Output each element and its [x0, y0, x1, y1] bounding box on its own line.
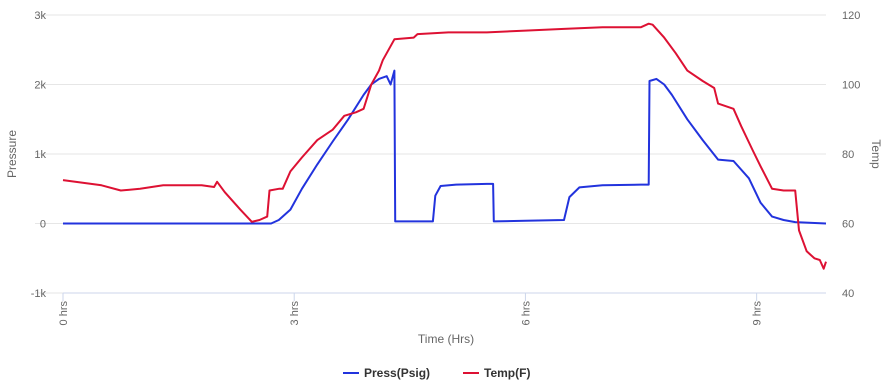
legend-item[interactable]: Temp(F) — [463, 366, 530, 380]
y-right-tick-label: 40 — [842, 288, 854, 300]
legend-item[interactable]: Press(Psig) — [343, 366, 430, 380]
series-layer — [62, 22, 827, 270]
series-line — [62, 22, 827, 270]
series-line — [63, 69, 827, 225]
x-axis-title: Time (Hrs) — [418, 332, 474, 346]
x-tick-label: 0 hrs — [58, 301, 70, 326]
y-left-tick-label: -1k — [31, 288, 47, 300]
legend-label: Press(Psig) — [364, 366, 430, 380]
grid-layer — [35, 14, 826, 294]
label-layer: Pressure Temp Time (Hrs) — [5, 130, 882, 346]
y-right-tick-label: 60 — [842, 219, 854, 231]
y-right-tick-label: 120 — [842, 10, 860, 22]
y-left-tick-label: 0 — [40, 219, 46, 231]
y-left-tick-label: 3k — [34, 10, 46, 22]
y-axis-left-title: Pressure — [5, 130, 19, 178]
y-right-tick-label: 100 — [842, 80, 860, 92]
x-tick-label: 6 hrs — [520, 301, 532, 326]
y-left-tick-label: 2k — [34, 80, 46, 92]
y-axis-right-title: Temp — [869, 139, 882, 169]
legend: Press(Psig) Temp(F) — [343, 366, 530, 380]
legend-label: Temp(F) — [484, 366, 530, 380]
x-tick-label: 3 hrs — [289, 301, 301, 326]
y-left-tick-label: 1k — [34, 149, 46, 161]
x-tick-label: 9 hrs — [752, 301, 764, 326]
y-right-tick-label: 80 — [842, 149, 854, 161]
axis-layer: 3k 2k 1k 0 -1k 120 100 80 60 40 0 hrs 3 hrs 6 hrs 9 h… — [31, 10, 861, 325]
